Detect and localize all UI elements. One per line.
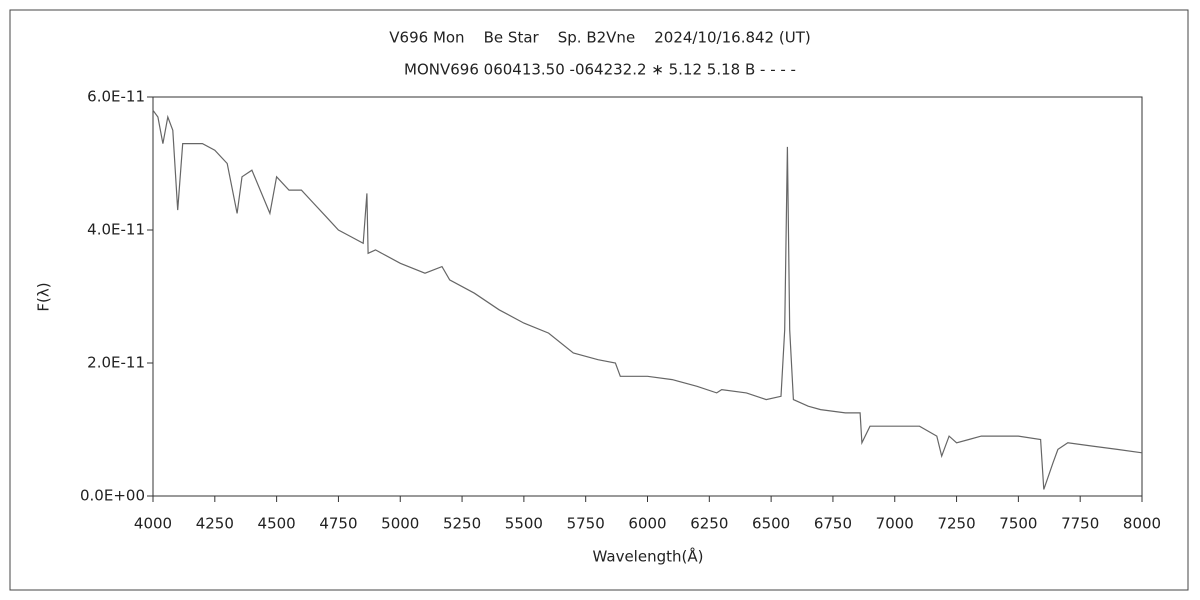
x-tick-label: 4250	[196, 515, 234, 533]
y-tick-label: 6.0E-11	[87, 88, 145, 106]
y-tick-label: 0.0E+00	[80, 487, 145, 505]
y-axis-label: F(λ)	[35, 282, 53, 311]
x-tick-label: 6750	[814, 515, 852, 533]
x-tick-label: 7250	[937, 515, 975, 533]
x-tick-label: 8000	[1123, 515, 1161, 533]
y-tick-label: 4.0E-11	[87, 221, 145, 239]
x-tick-label: 4750	[319, 515, 357, 533]
chart-title: V696 Mon Be Star Sp. B2Vne 2024/10/16.84…	[389, 29, 810, 47]
x-tick-label: 7000	[876, 515, 914, 533]
x-tick-label: 4000	[134, 515, 172, 533]
x-tick-label: 5500	[505, 515, 543, 533]
x-tick-label: 5250	[443, 515, 481, 533]
x-tick-label: 6000	[628, 515, 666, 533]
spectrum-line	[152, 109, 1143, 490]
x-tick-label: 4500	[258, 515, 296, 533]
x-tick-label: 5000	[381, 515, 419, 533]
x-tick-label: 7500	[999, 515, 1037, 533]
x-tick-label: 6500	[752, 515, 790, 533]
frame	[9, 9, 1189, 591]
y-tick-label: 2.0E-11	[87, 354, 145, 372]
x-tick-label: 6250	[690, 515, 728, 533]
chart-subtitle: MONV696 060413.50 -064232.2 ∗ 5.12 5.18 …	[404, 61, 796, 79]
x-axis-label: Wavelength(Å)	[593, 547, 704, 566]
x-tick-label: 5750	[567, 515, 605, 533]
x-tick-label: 7750	[1061, 515, 1099, 533]
